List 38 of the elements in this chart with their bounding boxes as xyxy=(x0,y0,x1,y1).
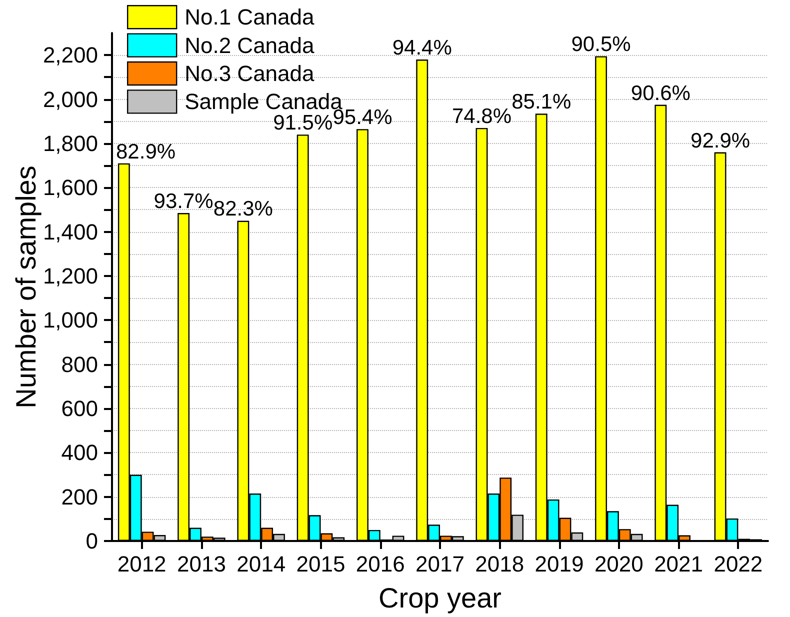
x-tick-label: 2017 xyxy=(416,552,464,576)
y-tick-label: 400 xyxy=(61,440,98,466)
y-tick-label: 0 xyxy=(86,528,98,554)
x-tick-label: 2020 xyxy=(594,552,644,576)
x-axis-title: Crop year xyxy=(378,582,502,614)
x-tick-label: 2012 xyxy=(117,552,166,576)
y-tick-label: 2,000 xyxy=(42,86,98,112)
annotation: 93.7% xyxy=(154,190,214,214)
legend-label: No.2 Canada xyxy=(184,32,316,58)
y-tick-label: 200 xyxy=(61,484,98,510)
y-tick-label: 1,800 xyxy=(42,130,98,156)
x-tick-label: 2013 xyxy=(176,552,226,576)
x-tick-label: 2014 xyxy=(236,552,286,576)
annotation: 85.1% xyxy=(512,90,572,114)
y-tick-label: 1,400 xyxy=(42,219,98,244)
annotation: 94.4% xyxy=(392,36,452,60)
x-tick-label: 2015 xyxy=(296,552,346,576)
y-tick-label: 800 xyxy=(61,352,98,377)
annotation: 90.5% xyxy=(571,33,631,56)
annotation: 74.8% xyxy=(452,104,512,128)
x-tick-label: 2016 xyxy=(356,552,405,576)
legend-label: No.3 Canada xyxy=(184,61,316,86)
x-tick-label: 2018 xyxy=(475,552,524,576)
annotation: 82.3% xyxy=(213,198,273,221)
y-axis-title: Number of samples xyxy=(10,166,42,408)
annotation: 90.6% xyxy=(630,82,690,105)
x-tick-label: 2019 xyxy=(534,552,584,576)
legend-label: No.1 Canada xyxy=(184,4,316,30)
y-tick-label: 1,000 xyxy=(42,308,98,333)
annotation: 91.5% xyxy=(273,112,333,135)
y-tick-label: 600 xyxy=(61,396,98,421)
y-tick-label: 1,200 xyxy=(42,263,98,288)
x-tick-label: 2022 xyxy=(714,552,763,576)
annotation: 92.9% xyxy=(690,129,750,152)
y-tick-label: 2,200 xyxy=(42,42,98,68)
x-tick-label: 2021 xyxy=(654,552,704,576)
y-tick-label: 1,600 xyxy=(42,175,98,200)
annotation: 82.9% xyxy=(116,140,176,164)
